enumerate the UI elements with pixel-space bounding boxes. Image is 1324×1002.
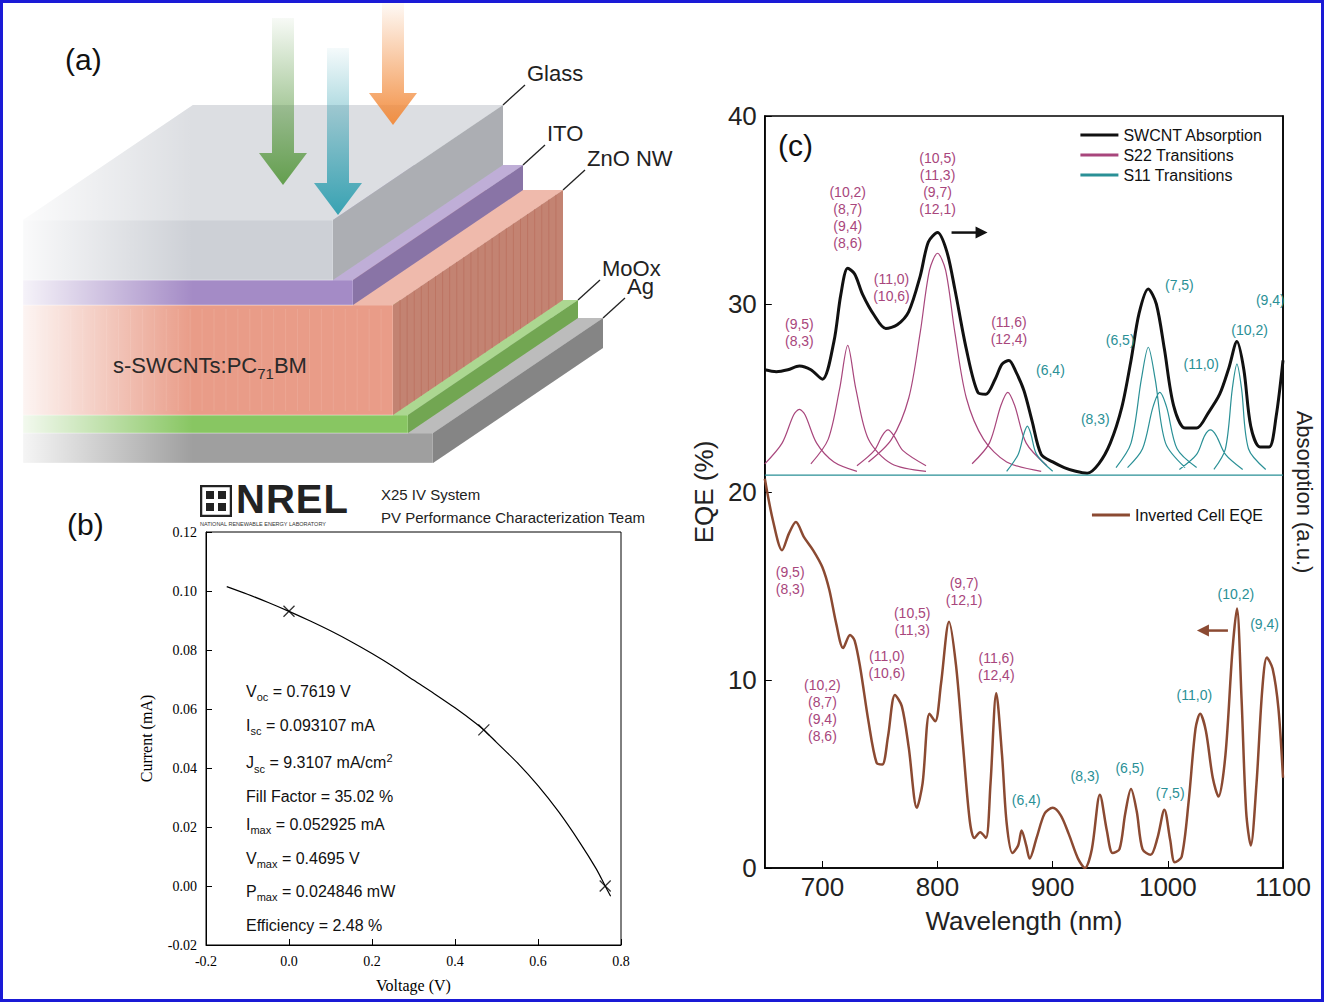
- svg-text:Voltage (V): Voltage (V): [376, 977, 451, 995]
- svg-text:0.08: 0.08: [173, 643, 198, 658]
- html-text:PV Performance Characterizatio: PV Performance Characterization Team: [381, 509, 645, 526]
- svg-text:(10,6): (10,6): [873, 288, 910, 304]
- svg-text:0.4: 0.4: [446, 954, 464, 969]
- svg-text:-0.2: -0.2: [195, 954, 217, 969]
- svg-text:(10,2): (10,2): [1231, 322, 1268, 338]
- svg-text:800: 800: [916, 872, 959, 902]
- svg-text:(8,3): (8,3): [1081, 411, 1110, 427]
- svg-text:Glass: Glass: [527, 61, 583, 86]
- svg-text:(10,2): (10,2): [829, 184, 866, 200]
- svg-text:40: 40: [728, 101, 757, 131]
- svg-text:0.6: 0.6: [529, 954, 547, 969]
- svg-text:0.2: 0.2: [363, 954, 381, 969]
- svg-text:(6,5): (6,5): [1106, 332, 1135, 348]
- svg-text:(11,0): (11,0): [1183, 356, 1219, 372]
- svg-text:Current (mA): Current (mA): [138, 695, 156, 783]
- svg-text:s-SWCNTs:PC71BM: s-SWCNTs:PC71BM: [113, 353, 307, 382]
- svg-text:(11,6): (11,6): [979, 650, 1015, 666]
- html-text:Isc= 0.093107 mA: Isc= 0.093107 mA: [246, 716, 375, 737]
- svg-text:(9,7): (9,7): [923, 184, 952, 200]
- svg-text:Wavelength (nm): Wavelength (nm): [925, 906, 1122, 936]
- svg-text:ZnO NW: ZnO NW: [587, 146, 673, 171]
- html-text:X25 IV System: X25 IV System: [381, 486, 481, 503]
- svg-text:(7,5): (7,5): [1156, 785, 1185, 801]
- svg-text:(9,5): (9,5): [785, 316, 814, 332]
- svg-text:(12,4): (12,4): [991, 331, 1028, 347]
- html-text:Vmax= 0.4695 V: Vmax= 0.4695 V: [246, 849, 360, 870]
- svg-text:(8,3): (8,3): [1071, 768, 1100, 784]
- html-text:Fill Factor = 35.02 %: Fill Factor = 35.02 %: [246, 788, 394, 806]
- html-text:Jsc= 9.3107 mA/cm2: Jsc= 9.3107 mA/cm2: [246, 752, 393, 775]
- svg-text:(11,6): (11,6): [991, 314, 1027, 330]
- svg-text:0.00: 0.00: [173, 879, 198, 894]
- svg-text:(9,7): (9,7): [950, 575, 979, 591]
- svg-text:(10,2): (10,2): [804, 677, 841, 693]
- svg-text:(12,1): (12,1): [919, 201, 956, 217]
- svg-text:MoOx: MoOx: [602, 256, 661, 281]
- svg-text:S22 Transitions: S22 Transitions: [1123, 147, 1233, 164]
- svg-text:(10,5): (10,5): [894, 605, 931, 621]
- svg-text:(6,4): (6,4): [1012, 792, 1041, 808]
- svg-text:20: 20: [728, 477, 757, 507]
- svg-text:Inverted Cell EQE: Inverted Cell EQE: [1135, 507, 1263, 524]
- svg-text:S11 Transitions: S11 Transitions: [1123, 167, 1232, 184]
- svg-text:(9,4): (9,4): [1256, 292, 1285, 308]
- svg-text:(10,2): (10,2): [1217, 586, 1254, 602]
- html-text:Imax= 0.052925 mA: Imax= 0.052925 mA: [246, 815, 385, 837]
- svg-text:(6,4): (6,4): [1036, 362, 1065, 378]
- svg-text:Ag: Ag: [627, 274, 654, 299]
- svg-text:(8,7): (8,7): [833, 201, 862, 217]
- svg-text:0.8: 0.8: [612, 954, 630, 969]
- svg-text:(8,3): (8,3): [785, 333, 814, 349]
- svg-text:0.0: 0.0: [280, 954, 298, 969]
- svg-text:(10,5): (10,5): [919, 150, 956, 166]
- html-text:(b): (b): [67, 508, 104, 541]
- svg-text:(11,3): (11,3): [894, 622, 930, 638]
- html-text:Efficiency = 2.48 %: Efficiency = 2.48 %: [246, 917, 383, 934]
- svg-text:(9,4): (9,4): [833, 218, 862, 234]
- svg-text:0.04: 0.04: [173, 761, 198, 776]
- html-text:Voc= 0.7619 V: Voc= 0.7619 V: [246, 683, 351, 704]
- svg-text:10: 10: [728, 665, 757, 695]
- svg-text:(11,0): (11,0): [869, 648, 905, 664]
- svg-text:EQE (%): EQE (%): [689, 441, 719, 544]
- svg-text:(10,6): (10,6): [869, 665, 906, 681]
- svg-text:(9,4): (9,4): [808, 711, 837, 727]
- svg-text:(6,5): (6,5): [1115, 760, 1144, 776]
- svg-text:-0.02: -0.02: [168, 938, 197, 953]
- svg-text:(9,4): (9,4): [1250, 616, 1279, 632]
- svg-text:(8,7): (8,7): [808, 694, 837, 710]
- svg-text:(8,6): (8,6): [833, 235, 862, 251]
- svg-text:ITO: ITO: [547, 121, 583, 146]
- html-text:NATIONAL RENEWABLE ENERGY LABO: NATIONAL RENEWABLE ENERGY LABORATORY: [200, 521, 326, 527]
- svg-text:0.02: 0.02: [173, 820, 198, 835]
- svg-text:(12,4): (12,4): [978, 667, 1015, 683]
- svg-text:1100: 1100: [1255, 872, 1311, 902]
- svg-text:0: 0: [742, 853, 756, 883]
- html-text:(a): (a): [65, 43, 102, 76]
- svg-text:(11,0): (11,0): [1177, 687, 1213, 703]
- svg-text:(12,1): (12,1): [946, 592, 983, 608]
- html-text:Pmax= 0.024846 mW: Pmax= 0.024846 mW: [246, 883, 396, 904]
- svg-text:0.06: 0.06: [173, 702, 198, 717]
- svg-text:SWCNT Absorption: SWCNT Absorption: [1123, 127, 1261, 144]
- svg-text:700: 700: [801, 872, 844, 902]
- html-text:NREL: NREL: [236, 477, 349, 521]
- svg-text:(11,0): (11,0): [874, 271, 910, 287]
- svg-text:1000: 1000: [1139, 872, 1197, 902]
- html-text:(c): (c): [778, 129, 813, 162]
- svg-text:(8,6): (8,6): [808, 728, 837, 744]
- svg-text:(8,3): (8,3): [776, 581, 805, 597]
- svg-text:0.10: 0.10: [173, 584, 198, 599]
- svg-text:900: 900: [1031, 872, 1074, 902]
- svg-text:(11,3): (11,3): [920, 167, 956, 183]
- svg-text:30: 30: [728, 289, 757, 319]
- svg-text:(7,5): (7,5): [1165, 277, 1194, 293]
- svg-text:Absorption (a.u.): Absorption (a.u.): [1292, 411, 1317, 574]
- svg-text:(9,5): (9,5): [776, 564, 805, 580]
- svg-text:0.12: 0.12: [173, 525, 198, 540]
